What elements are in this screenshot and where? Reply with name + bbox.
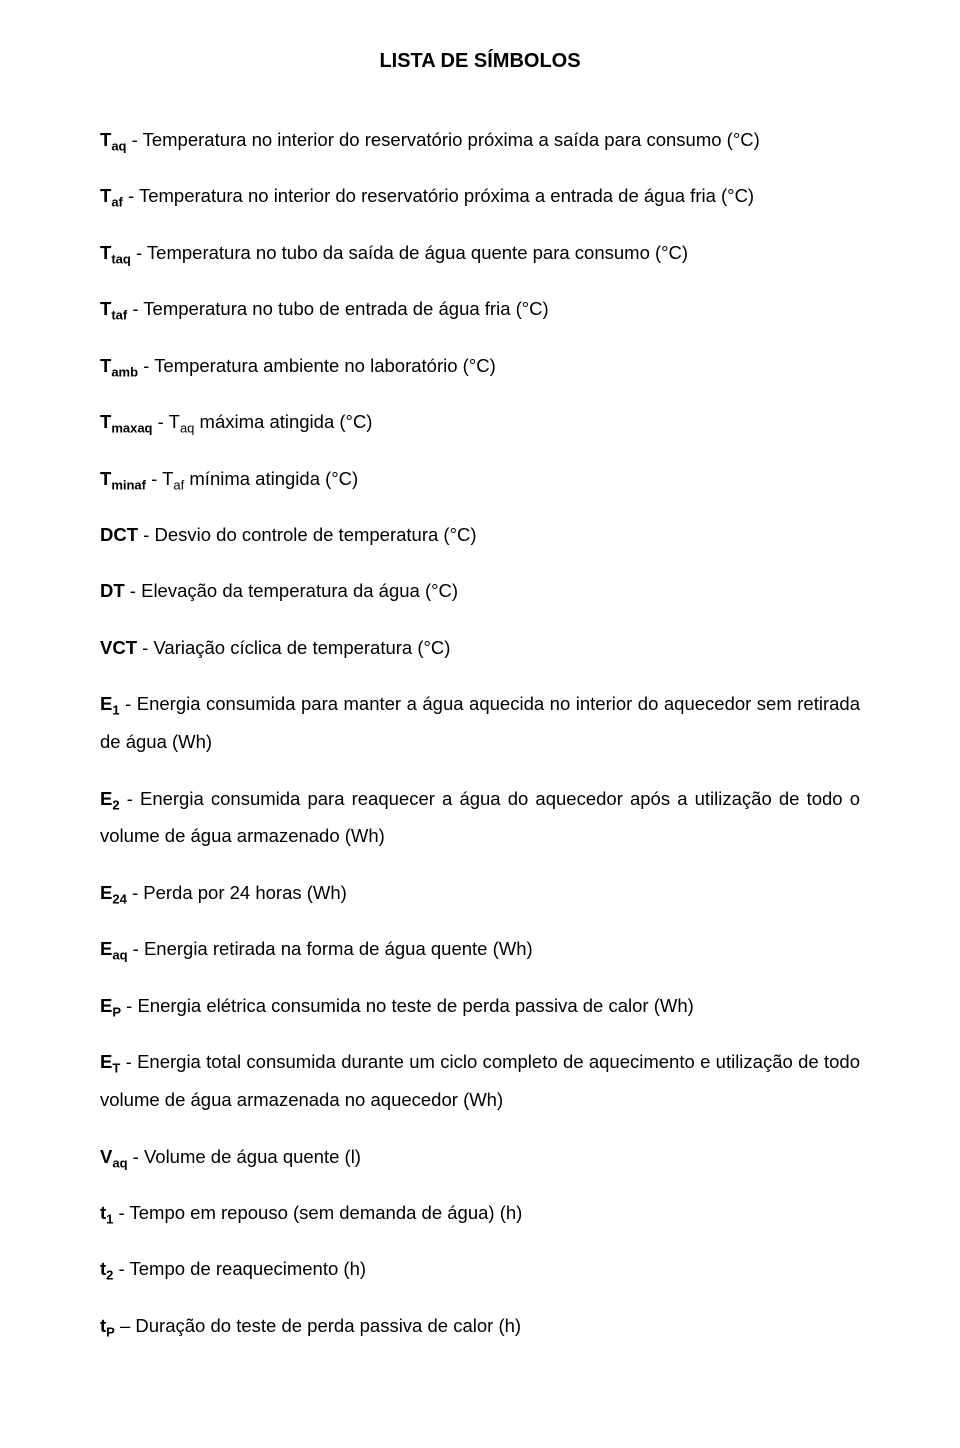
symbol: E24 <box>100 882 127 903</box>
symbol-entry: Vaq - Volume de água quente (l) <box>100 1138 860 1176</box>
symbol-entry: Ttaq - Temperatura no tubo da saída de á… <box>100 234 860 272</box>
symbol-subscript: 1 <box>112 703 119 718</box>
symbol: VCT <box>100 637 137 658</box>
symbol-description: - Volume de água quente (l) <box>128 1146 361 1167</box>
symbol-subscript: maxaq <box>111 421 152 436</box>
symbol: E2 <box>100 788 120 809</box>
symbol-description: - Tempo em repouso (sem demanda de água)… <box>113 1202 522 1223</box>
symbol-description: - Perda por 24 horas (Wh) <box>127 882 347 903</box>
symbol-entry: ET - Energia total consumida durante um … <box>100 1043 860 1119</box>
symbol-description: - Taf mínima atingida (°C) <box>146 468 358 489</box>
symbol-list: Taq - Temperatura no interior do reserva… <box>100 121 860 1345</box>
symbol: EP <box>100 995 121 1016</box>
symbol: Tminaf <box>100 468 146 489</box>
symbol-subscript: aq <box>111 139 126 154</box>
symbol-subscript: P <box>106 1324 115 1339</box>
symbol-description: - Temperatura no interior do reservatóri… <box>123 185 754 206</box>
symbol-description: - Energia consumida para reaquecer a águ… <box>100 788 860 847</box>
symbol-description: - Desvio do controle de temperatura (°C) <box>138 524 476 545</box>
symbol: Ttaq <box>100 242 131 263</box>
symbol-subscript: aq <box>112 948 127 963</box>
symbol-description: - Tempo de reaquecimento (h) <box>113 1258 366 1279</box>
symbol-subscript: aq <box>180 421 194 436</box>
symbol-entry: EP - Energia elétrica consumida no teste… <box>100 987 860 1025</box>
symbol-description: - Taq máxima atingida (°C) <box>153 411 373 432</box>
page-title: LISTA DE SÍMBOLOS <box>100 50 860 73</box>
symbol-entry: Taq - Temperatura no interior do reserva… <box>100 121 860 159</box>
symbol-entry: Tminaf - Taf mínima atingida (°C) <box>100 460 860 498</box>
symbol-entry: DCT - Desvio do controle de temperatura … <box>100 516 860 554</box>
symbol: Tamb <box>100 355 138 376</box>
symbol: Ttaf <box>100 298 127 319</box>
symbol-description: - Energia consumida para manter a água a… <box>100 693 860 752</box>
symbol-entry: Eaq - Energia retirada na forma de água … <box>100 930 860 968</box>
symbol-entry: E24 - Perda por 24 horas (Wh) <box>100 874 860 912</box>
symbol-description: - Temperatura no tubo de entrada de água… <box>127 298 549 319</box>
document-page: LISTA DE SÍMBOLOS Taq - Temperatura no i… <box>0 0 960 1405</box>
symbol-subscript: af <box>111 195 123 210</box>
symbol: Taf <box>100 185 123 206</box>
symbol-description: - Elevação da temperatura da água (°C) <box>125 580 458 601</box>
symbol-description: - Temperatura no interior do reservatóri… <box>126 129 759 150</box>
symbol-subscript: af <box>173 477 184 492</box>
symbol-description: – Duração do teste de perda passiva de c… <box>115 1315 521 1336</box>
symbol: Taq <box>100 129 126 150</box>
symbol-entry: E1 - Energia consumida para manter a águ… <box>100 685 860 761</box>
symbol-subscript: 24 <box>112 892 126 907</box>
symbol: DCT <box>100 524 138 545</box>
symbol-subscript: 2 <box>112 797 119 812</box>
symbol: E1 <box>100 693 120 714</box>
symbol: t2 <box>100 1258 113 1279</box>
symbol: ET <box>100 1051 120 1072</box>
symbol-subscript: taf <box>111 308 127 323</box>
symbol-description: - Energia total consumida durante um cic… <box>100 1051 860 1110</box>
symbol-description: - Temperatura no tubo da saída de água q… <box>131 242 688 263</box>
symbol-entry: t2 - Tempo de reaquecimento (h) <box>100 1250 860 1288</box>
symbol: tP <box>100 1315 115 1336</box>
symbol-description: - Variação cíclica de temperatura (°C) <box>137 637 450 658</box>
symbol-entry: Taf - Temperatura no interior do reserva… <box>100 177 860 215</box>
symbol-entry: t1 - Tempo em repouso (sem demanda de ág… <box>100 1194 860 1232</box>
symbol: Tmaxaq <box>100 411 153 432</box>
symbol-entry: DT - Elevação da temperatura da água (°C… <box>100 572 860 610</box>
symbol-subscript: aq <box>112 1155 127 1170</box>
symbol-entry: Tamb - Temperatura ambiente no laboratór… <box>100 347 860 385</box>
symbol-description: - Temperatura ambiente no laboratório (°… <box>138 355 496 376</box>
symbol-description: - Energia retirada na forma de água quen… <box>128 938 533 959</box>
symbol-entry: tP – Duração do teste de perda passiva d… <box>100 1307 860 1345</box>
symbol-entry: E2 - Energia consumida para reaquecer a … <box>100 780 860 856</box>
symbol-subscript: P <box>112 1004 121 1019</box>
symbol: t1 <box>100 1202 113 1223</box>
symbol: DT <box>100 580 125 601</box>
symbol-entry: Tmaxaq - Taq máxima atingida (°C) <box>100 403 860 441</box>
symbol-subscript: amb <box>111 364 138 379</box>
symbol: Eaq <box>100 938 128 959</box>
symbol: Vaq <box>100 1146 128 1167</box>
symbol-subscript: taq <box>111 252 131 267</box>
symbol-entry: VCT - Variação cíclica de temperatura (°… <box>100 629 860 667</box>
symbol-description: - Energia elétrica consumida no teste de… <box>121 995 694 1016</box>
symbol-entry: Ttaf - Temperatura no tubo de entrada de… <box>100 290 860 328</box>
symbol-subscript: minaf <box>111 477 146 492</box>
